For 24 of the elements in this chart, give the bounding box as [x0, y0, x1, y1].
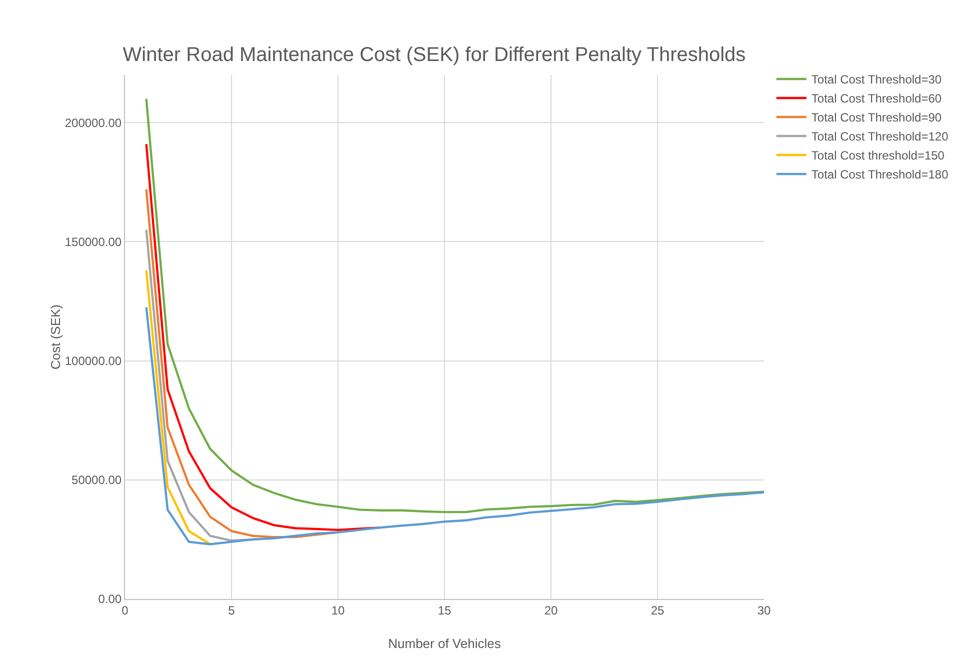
legend-label: Total Cost Threshold=180: [811, 168, 949, 182]
x-tick-label: 15: [438, 603, 452, 618]
y-tick-label: 150000.00: [64, 234, 122, 249]
y-tick-label: 50000.00: [72, 473, 122, 488]
x-tick-label: 25: [650, 603, 664, 618]
x-tick-label: 30: [757, 603, 771, 618]
line-series: [145, 98, 764, 514]
legend-label: Total Cost threshold=150: [811, 148, 945, 163]
legend-label: Total Cost Threshold=90: [811, 110, 942, 125]
x-tick-label: 5: [228, 603, 236, 618]
y-tick-label: 0.00: [98, 592, 122, 606]
x-tick-label: 20: [544, 603, 558, 618]
y-tick-label: 100000.00: [64, 354, 122, 368]
x-tick-label: 10: [331, 603, 345, 618]
y-axis-title: Cost (SEK): [48, 304, 63, 370]
y-tick-label: 200000.00: [64, 116, 122, 130]
x-tick-label: 0: [122, 603, 129, 618]
chart-title: Winter Road Maintenance Cost (SEK) for Different Penalty Thresholds: [122, 44, 746, 66]
legend-label: Total Cost Threshold=60: [811, 92, 942, 106]
legend-label: Total Cost Threshold=120: [811, 130, 949, 144]
line-series: [145, 269, 212, 546]
legend-label: Total Cost Threshold=30: [811, 72, 942, 87]
x-axis-title: Number of Vehicles: [388, 636, 502, 651]
line-series: [145, 306, 764, 546]
